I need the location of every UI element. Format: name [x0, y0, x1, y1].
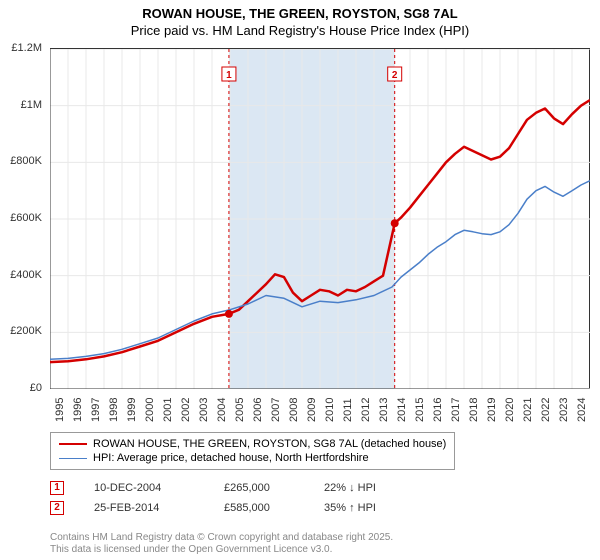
y-axis-labels: £0£200K£400K£600K£800K£1M£1.2M [0, 48, 46, 388]
x-tick-label: 2015 [414, 398, 426, 422]
x-tick-label: 2006 [252, 398, 264, 422]
x-axis-labels: 1995 1996 1997 1998 1999 2000 2001 2002 2003 2004… [50, 390, 590, 430]
chart-container: ROWAN HOUSE, THE GREEN, ROYSTON, SG8 7AL… [0, 0, 600, 560]
x-tick-label: 2016 [432, 398, 444, 422]
x-tick-label: 2019 [486, 398, 498, 422]
x-tick-label: 2012 [360, 398, 372, 422]
y-tick-label: £200K [10, 325, 42, 337]
x-tick-label: 2024 [576, 398, 588, 422]
y-tick-label: £1.2M [11, 42, 42, 54]
x-tick-label: 2005 [234, 398, 246, 422]
y-tick-label: £800K [10, 155, 42, 167]
x-tick-label: 1997 [90, 398, 102, 422]
sale-marker-icon: 1 [50, 481, 64, 495]
legend-box: ROWAN HOUSE, THE GREEN, ROYSTON, SG8 7AL… [50, 432, 455, 470]
x-tick-label: 2002 [180, 398, 192, 422]
x-tick-label: 2009 [306, 398, 318, 422]
x-tick-label: 2007 [270, 398, 282, 422]
legend-swatch-hpi [59, 458, 87, 459]
y-tick-label: £400K [10, 269, 42, 281]
sale-price: £585,000 [224, 502, 294, 514]
x-tick-label: 2020 [504, 398, 516, 422]
chart-title-line1: ROWAN HOUSE, THE GREEN, ROYSTON, SG8 7AL [0, 0, 600, 23]
sale-pct-vs-hpi: 22% ↓ HPI [324, 482, 404, 494]
legend-label-hpi: HPI: Average price, detached house, Nort… [93, 452, 369, 464]
x-tick-label: 1996 [72, 398, 84, 422]
x-tick-label: 2008 [288, 398, 300, 422]
sale-date: 10-DEC-2004 [94, 482, 194, 494]
legend-label-price-paid: ROWAN HOUSE, THE GREEN, ROYSTON, SG8 7AL… [93, 438, 446, 450]
svg-text:2: 2 [392, 70, 398, 81]
x-tick-label: 2014 [396, 398, 408, 422]
y-tick-label: £0 [30, 382, 42, 394]
x-tick-label: 2018 [468, 398, 480, 422]
x-tick-label: 1998 [108, 398, 120, 422]
sales-row: 2 25-FEB-2014 £585,000 35% ↑ HPI [50, 498, 404, 518]
x-tick-label: 2010 [324, 398, 336, 422]
x-tick-label: 2011 [342, 398, 354, 422]
x-tick-label: 2021 [522, 398, 534, 422]
legend-row-price-paid: ROWAN HOUSE, THE GREEN, ROYSTON, SG8 7AL… [59, 437, 446, 451]
footer-attribution: Contains HM Land Registry data © Crown c… [50, 532, 393, 556]
x-tick-label: 2003 [198, 398, 210, 422]
sale-price: £265,000 [224, 482, 294, 494]
legend-swatch-price-paid [59, 443, 87, 445]
sales-row: 1 10-DEC-2004 £265,000 22% ↓ HPI [50, 478, 404, 498]
footer-line1: Contains HM Land Registry data © Crown c… [50, 532, 393, 544]
legend-row-hpi: HPI: Average price, detached house, Nort… [59, 451, 446, 465]
y-tick-label: £600K [10, 212, 42, 224]
footer-line2: This data is licensed under the Open Gov… [50, 544, 393, 556]
x-tick-label: 1999 [126, 398, 138, 422]
sale-date: 25-FEB-2014 [94, 502, 194, 514]
y-tick-label: £1M [21, 99, 42, 111]
chart-title-line2: Price paid vs. HM Land Registry's House … [0, 23, 600, 42]
svg-text:1: 1 [226, 70, 232, 81]
plot-svg: 12 [50, 49, 590, 389]
plot-area: 12 [50, 48, 590, 388]
sale-marker-icon: 2 [50, 501, 64, 515]
x-tick-label: 2017 [450, 398, 462, 422]
sale-pct-vs-hpi: 35% ↑ HPI [324, 502, 404, 514]
x-tick-label: 2000 [144, 398, 156, 422]
x-tick-label: 2013 [378, 398, 390, 422]
x-tick-label: 2004 [216, 398, 228, 422]
x-tick-label: 2022 [540, 398, 552, 422]
sales-table: 1 10-DEC-2004 £265,000 22% ↓ HPI 2 25-FEB-201… [50, 478, 404, 518]
x-tick-label: 2023 [558, 398, 570, 422]
x-tick-label: 1995 [54, 398, 66, 422]
x-tick-label: 2001 [162, 398, 174, 422]
